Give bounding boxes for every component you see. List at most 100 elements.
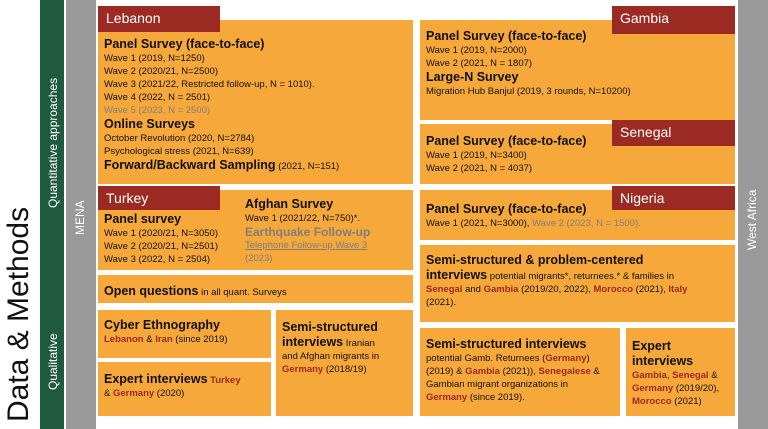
gambia-largen-item: Migration Hub Banjul (2019, 3 rounds, N=… bbox=[426, 86, 631, 97]
semi-wa-text: potential migrants*, returnees.* & famil… bbox=[487, 271, 675, 282]
semi-gamb-content: Semi-structured interviews potential Gam… bbox=[426, 337, 600, 404]
mena-sidebar bbox=[66, 0, 96, 429]
cyber-country: Lebanon bbox=[104, 334, 144, 345]
semi-wa-content: Semi-structured & problem-centered inter… bbox=[426, 253, 687, 309]
expert-wa-sep: & bbox=[708, 370, 718, 381]
expert-mena-content: Expert interviews Turkey & Germany (2020… bbox=[104, 372, 241, 400]
senegal-label: Senegal bbox=[612, 120, 735, 146]
afghan-wave: Wave 1 (2021/22, N=750)*. bbox=[245, 213, 361, 224]
open-questions-bold: Open questions bbox=[104, 284, 199, 298]
nigeria-content: Panel Survey (face-to-face) Wave 1 (2021… bbox=[426, 202, 641, 230]
expert-wa-content: Expert interviews Gambia, Senegal & Germ… bbox=[632, 339, 719, 408]
lebanon-wave: Wave 1 (2019, N=1250) bbox=[104, 53, 205, 64]
cyber-ethnography-box bbox=[98, 310, 271, 358]
afghan-phone: Telephone Follow-up bbox=[245, 240, 336, 251]
senegal-wave: Wave 1 (2019, N=3400) bbox=[426, 150, 527, 161]
expert-wa-country: Morocco bbox=[632, 396, 672, 407]
mena-label: MENA bbox=[73, 200, 87, 235]
semi-wa-sep: and bbox=[462, 284, 484, 295]
afghan-phone-year: (2023) bbox=[245, 253, 273, 264]
turkey-wave: Wave 3 (2022, N = 2504) bbox=[104, 254, 211, 265]
turkey-wave: Wave 2 (2020/21, N=2501) bbox=[104, 241, 218, 252]
semi-mena-text: Iranian bbox=[343, 338, 375, 349]
lebanon-wave: Wave 2 (2020/21, N=2500) bbox=[104, 66, 218, 77]
semi-gamb-text: (2019) & bbox=[426, 366, 466, 377]
expert-mena-amp: & bbox=[104, 388, 113, 399]
expert-mena-country: Germany bbox=[112, 388, 155, 399]
lebanon-online-item: October Revolution (2020, N=2784) bbox=[104, 133, 255, 144]
lebanon-label: Lebanon bbox=[98, 6, 220, 32]
nigeria-wave: Wave 2 (2023, N = 1500). bbox=[532, 218, 641, 229]
gambia-content: Panel Survey (face-to-face) Wave 1 (2019… bbox=[426, 29, 631, 98]
afghan-title: Afghan Survey bbox=[245, 197, 334, 211]
expert-wa-country: Germany bbox=[632, 383, 674, 394]
west-africa-label: West Africa bbox=[745, 189, 759, 250]
lebanon-online-title: Online Surveys bbox=[104, 117, 196, 131]
semi-mena-country: Germany bbox=[282, 364, 324, 375]
semi-gamb-country: Germany bbox=[426, 392, 468, 403]
semi-wa-country: Italy bbox=[668, 284, 688, 295]
lebanon-panel-title: Panel Survey (face-to-face) bbox=[104, 37, 265, 51]
expert-wa-title-b: interviews bbox=[632, 354, 694, 368]
expert-wa-years: (2021) bbox=[671, 396, 702, 407]
semi-gamb-text: potential Gamb. Returnees ( bbox=[426, 353, 546, 364]
gambia-label: Gambia bbox=[612, 6, 735, 34]
senegal-content: Panel Survey (face-to-face) Wave 1 (2019… bbox=[426, 134, 586, 175]
lebanon-wave: Wave 4 (2022, N = 2501) bbox=[104, 92, 211, 103]
semi-gamb-country: Gambia bbox=[465, 366, 500, 377]
semi-gamb-country: Germany bbox=[545, 353, 587, 364]
lebanon-wave: Wave 3 (2021/22, Restricted follow-up, N… bbox=[104, 79, 315, 90]
semi-wa-title-b: interviews bbox=[426, 268, 488, 282]
lebanon-fb-detail: (2021, N=151) bbox=[278, 161, 340, 172]
gambia-panel-title: Panel Survey (face-to-face) bbox=[426, 29, 587, 43]
expert-wa-box bbox=[626, 328, 735, 416]
cyber-title: Cyber Ethnography bbox=[104, 318, 220, 332]
semi-wa-country: Senegal bbox=[426, 284, 463, 295]
open-questions-box bbox=[98, 275, 413, 303]
expert-mena-title: Expert interviews bbox=[104, 372, 208, 386]
semi-gamb-text: ) bbox=[586, 353, 590, 364]
turkey-panel-title: Panel survey bbox=[104, 212, 182, 226]
semi-wa-country: Gambia bbox=[483, 284, 519, 295]
semi-gamb-title: Semi-structured interviews bbox=[426, 337, 587, 351]
expert-wa-sep: , bbox=[666, 370, 673, 381]
nigeria-panel-title: Panel Survey (face-to-face) bbox=[426, 202, 587, 216]
lebanon-wave: Wave 5 (2023, N = 2500) bbox=[104, 105, 211, 116]
turkey-wave: Wave 1 (2020/21, N=3050) bbox=[104, 228, 218, 239]
qualitative-label: Qualitative bbox=[46, 333, 60, 390]
senegal-panel-title: Panel Survey (face-to-face) bbox=[426, 134, 587, 148]
turkey-content: Panel survey Wave 1 (2020/21, N=3050) Wa… bbox=[104, 212, 218, 266]
expert-mena-box bbox=[98, 362, 271, 416]
semi-gamb-country: Senegalese bbox=[538, 366, 591, 377]
semi-mena-title: Semi-structured bbox=[282, 320, 378, 334]
semi-gamb-text: & bbox=[590, 366, 600, 377]
lebanon-online-item: Psychological stress (2021, N=639) bbox=[104, 146, 254, 157]
semi-wa-title: Semi-structured & problem-centered bbox=[426, 253, 644, 267]
semi-gamb-text: (since 2019). bbox=[467, 392, 525, 403]
semi-mena-content: Semi-structured interviews Iranian and A… bbox=[282, 320, 379, 376]
quantitative-label: Quantitative approaches bbox=[46, 77, 60, 208]
lebanon-box bbox=[98, 20, 413, 184]
approach-sidebar bbox=[40, 0, 64, 429]
expert-mena-rest: (2020) bbox=[154, 388, 185, 399]
semi-wa-country: Morocco bbox=[593, 284, 634, 295]
cyber-rest: (since 2019) bbox=[172, 334, 228, 345]
expert-wa-country: Gambia bbox=[632, 370, 667, 381]
expert-wa-years: (2019/20), bbox=[673, 383, 720, 394]
afghan-content: Afghan Survey Wave 1 (2021/22, N=750)*. … bbox=[245, 197, 370, 265]
semi-gamb-text: (2021)), bbox=[499, 366, 539, 377]
semi-gamb-text: Gambian migrant organizations in bbox=[426, 379, 569, 390]
semi-mena-text-b: and Afghan migrants in bbox=[282, 351, 380, 362]
senegal-wave: Wave 2 (2021, N = 4037) bbox=[426, 163, 533, 174]
semi-wa-years: (2021), bbox=[633, 284, 669, 295]
expert-wa-country: Senegal bbox=[672, 370, 709, 381]
cyber-ethnography-content: Cyber Ethnography Lebanon & Iran (since … bbox=[104, 318, 228, 346]
expert-wa-title: Expert bbox=[632, 339, 671, 353]
semi-mena-rest: (2018/19) bbox=[323, 364, 367, 375]
semi-mena-box bbox=[276, 310, 413, 416]
open-questions-rest: in all quant. Surveys bbox=[198, 287, 287, 298]
open-questions-text: Open questions in all quant. Surveys bbox=[104, 282, 287, 300]
west-africa-sidebar bbox=[738, 0, 768, 429]
gambia-wave: Wave 1 (2019, N=2000) bbox=[426, 45, 527, 56]
gambia-box bbox=[420, 20, 735, 120]
